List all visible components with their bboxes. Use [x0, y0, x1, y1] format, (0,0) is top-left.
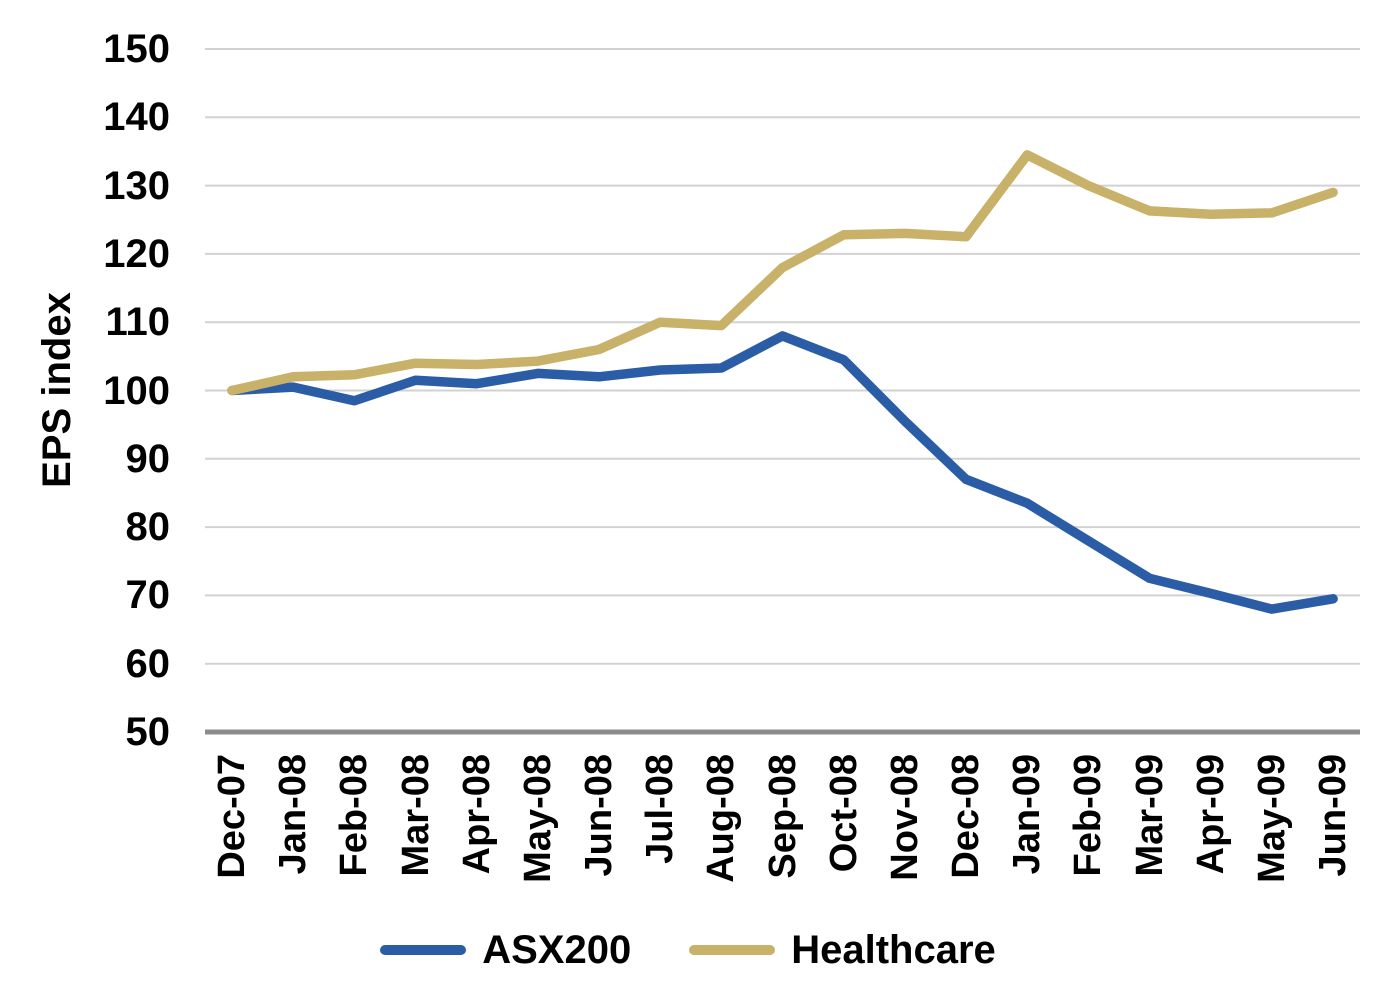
y-tick-label: 50 — [125, 710, 171, 754]
series-line-healthcare — [227, 150, 1338, 396]
x-tick-label: Apr-09 — [1190, 754, 1232, 875]
x-tick-label: Dec-07 — [211, 754, 253, 879]
legend-label: Healthcare — [791, 927, 996, 972]
legend-item-healthcare: Healthcare — [689, 928, 996, 973]
y-tick-label: 130 — [103, 164, 170, 208]
legend-swatch-asx200 — [380, 945, 467, 955]
y-tick-label: 60 — [125, 642, 171, 686]
y-tick-label: 150 — [103, 27, 170, 71]
y-tick-label: 80 — [125, 505, 171, 549]
x-tick-label: Mar-09 — [1129, 754, 1171, 877]
y-tick-label: 100 — [103, 369, 170, 413]
x-tick-label: Dec-08 — [945, 754, 987, 879]
x-tick-label: Jun-08 — [578, 754, 620, 877]
y-tick-label: 110 — [105, 300, 170, 344]
y-tick-label: 70 — [125, 573, 171, 617]
chart-legend: ASX200 Healthcare — [0, 922, 1376, 978]
x-tick-label: May-08 — [517, 754, 559, 883]
x-tick-label: Nov-08 — [884, 754, 926, 881]
x-tick-label: Jan-08 — [272, 754, 314, 875]
x-tick-label: Jan-09 — [1006, 754, 1048, 875]
series-line-asx200 — [227, 331, 1338, 614]
x-tick-label: Apr-08 — [456, 754, 498, 875]
y-tick-label: 140 — [103, 95, 170, 139]
legend-label: ASX200 — [482, 927, 632, 972]
x-tick-label: Jun-09 — [1312, 754, 1354, 877]
x-tick-label: May-09 — [1251, 754, 1293, 883]
x-tick-label: Sep-08 — [762, 754, 804, 879]
x-tick-label: Mar-08 — [395, 754, 437, 877]
x-tick-label: Feb-08 — [333, 754, 375, 877]
legend-swatch-healthcare — [689, 945, 776, 955]
x-tick-label: Aug-08 — [700, 754, 742, 883]
x-tick-label: Feb-09 — [1067, 754, 1109, 877]
x-tick-label: Jul-08 — [639, 754, 681, 864]
legend-item-asx200: ASX200 — [380, 928, 631, 973]
y-tick-label: 90 — [125, 437, 171, 481]
x-tick-label: Oct-08 — [823, 754, 865, 873]
y-tick-label: 120 — [103, 232, 170, 276]
